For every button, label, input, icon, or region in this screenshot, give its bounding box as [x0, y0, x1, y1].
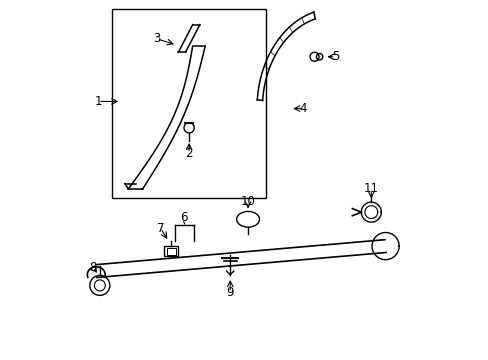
Text: 6: 6: [180, 211, 187, 224]
Text: 9: 9: [226, 286, 233, 299]
Bar: [164, 247, 178, 256]
Bar: [166, 248, 176, 255]
Text: 4: 4: [299, 102, 306, 115]
Bar: [112, 9, 265, 198]
Text: 5: 5: [331, 50, 339, 63]
Text: 11: 11: [363, 183, 378, 195]
Text: 2: 2: [185, 147, 192, 160]
Text: 7: 7: [157, 222, 164, 235]
Text: 10: 10: [240, 195, 255, 208]
Text: 8: 8: [89, 261, 96, 274]
Text: 1: 1: [94, 95, 102, 108]
Text: 3: 3: [153, 32, 161, 45]
